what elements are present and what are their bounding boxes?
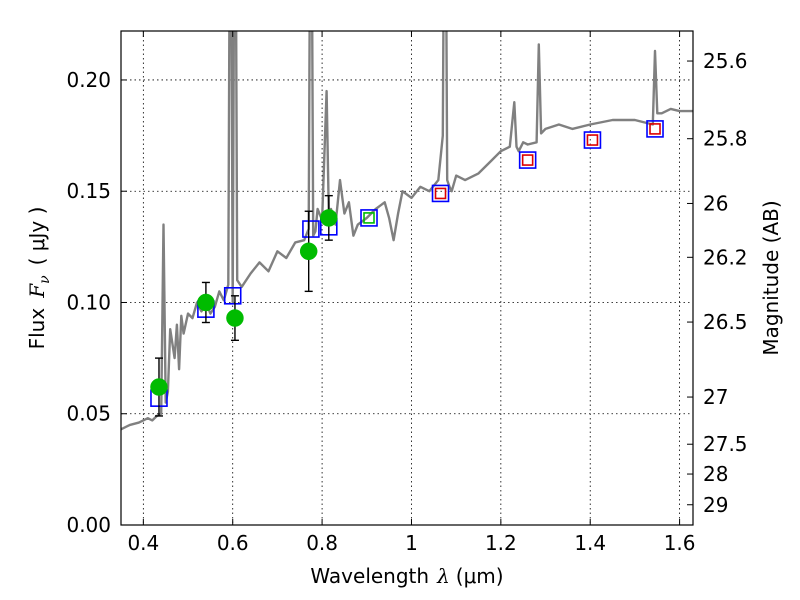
observed-square [434,187,447,200]
y2-tick-label: 27.5 [703,432,748,456]
model-photometry-square [646,120,664,138]
observed-point [299,242,318,261]
observed-square [649,123,661,135]
y-axis-label: FluxFν( μJy ) [25,207,53,350]
observed-point [320,209,338,227]
model-photometry-square [302,220,320,238]
x-tick-label: 1.6 [664,531,696,555]
x-tick-label: 0.8 [306,531,338,555]
y-tick-label: 0.20 [66,68,111,92]
x-tick-label: 1.4 [574,531,606,555]
y2-tick-label: 26.5 [703,310,748,334]
model-photometry-square [583,131,602,149]
y2-tick-label: 27 [703,385,728,409]
observed-point [150,378,168,396]
observed-square [586,134,599,146]
x-tick-label: 1.2 [485,531,517,555]
spectrum-line [121,31,693,431]
observed-point [197,293,215,312]
x-tick-label: 0.6 [217,531,249,555]
y-tick-label: 0.05 [66,402,111,426]
model-photometry-square [518,151,537,169]
y2-tick-label: 25.6 [703,49,748,73]
x-tick-label: 0.4 [127,531,159,555]
observed-square [363,212,375,224]
y-tick-label: 0.15 [66,179,111,203]
y2-tick-label: 26.2 [703,245,748,269]
data-layer [121,31,693,431]
y2-axis-label: Magnitude (AB) [759,200,783,355]
model-photometry-square [223,287,242,305]
model-photometry-square [360,209,378,227]
model-photometry-square [431,184,450,203]
plot-frame [120,30,694,526]
observed-square [521,154,534,166]
observed-point [226,309,244,327]
y2-tick-label: 28 [703,462,728,486]
y2-tick-label: 25.8 [703,127,748,151]
x-tick-label: 1 [405,531,418,555]
y-tick-label: 0.10 [66,290,111,314]
axis-ticks: 0.4 0.6 0.8 1 1.2 1.4 1.6 0.00 0.05 0.10 0.15 0.20 2… [66,31,748,555]
x-axis-label: Wavelength λ (μm) [310,564,503,588]
y2-tick-label: 26 [703,191,728,215]
y2-tick-label: 29 [703,493,728,517]
y-tick-label: 0.00 [66,513,111,537]
